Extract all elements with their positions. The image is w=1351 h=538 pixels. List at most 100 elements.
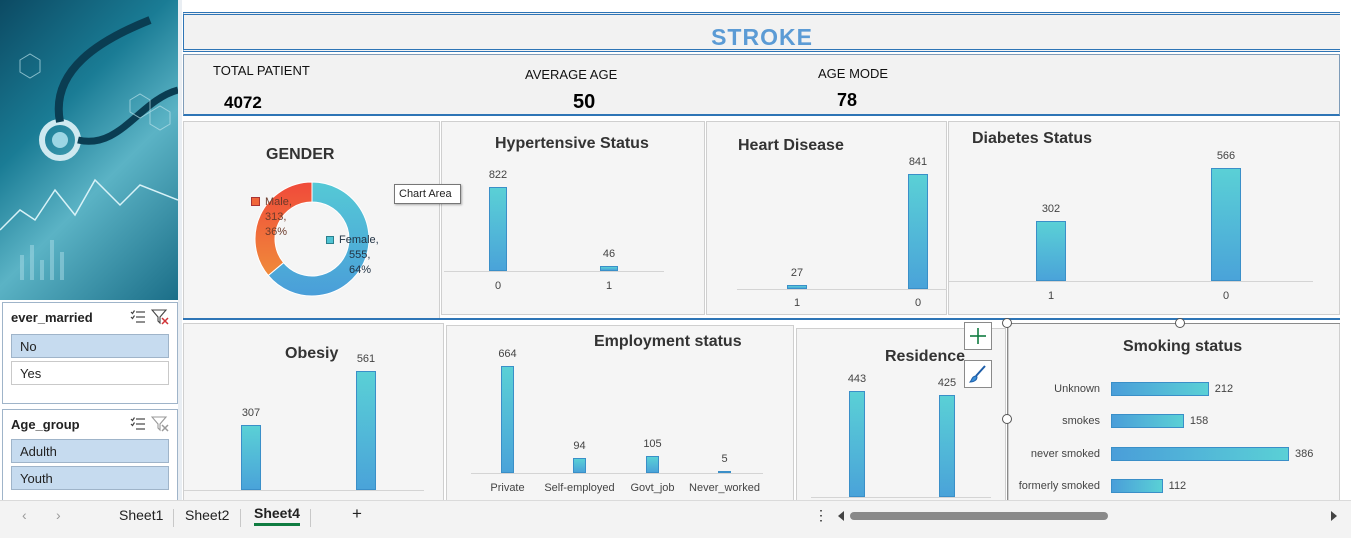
data-label: 386 <box>1295 448 1314 460</box>
category-label: 0 <box>1222 290 1230 302</box>
data-label: 46 <box>602 248 616 261</box>
chart-smoking-status[interactable]: Smoking status 212 Unknown 158 smokes 386 nev… <box>1008 323 1340 501</box>
data-label: 822 <box>488 169 508 181</box>
tab-separator <box>310 509 311 527</box>
slicer-header: Age_group <box>3 410 177 438</box>
prev-sheet-icon[interactable]: ‹ <box>22 507 27 523</box>
tab-sheet2[interactable]: Sheet2 <box>185 507 230 523</box>
chart-elements-button[interactable] <box>964 322 992 350</box>
bar[interactable] <box>1111 479 1163 493</box>
slicer-item-youth[interactable]: Youth <box>11 466 169 490</box>
data-label: 443 <box>847 373 867 385</box>
chart-title: Residence <box>885 348 966 365</box>
sheet-tab-bar: ‹ › Sheet1 Sheet2 Sheet4 + ⋮ <box>0 500 1351 532</box>
divider <box>178 0 182 500</box>
chart-hypertensive-status[interactable]: Hypertensive Status 822 0 46 1 <box>441 121 705 315</box>
kpi-label-age-mode: AGE MODE <box>818 66 889 81</box>
category-label: smokes <box>1062 415 1100 427</box>
category-label: Private <box>490 482 525 494</box>
clear-filter-icon[interactable] <box>149 307 171 327</box>
slicer-title: ever_married <box>11 309 93 325</box>
legend-swatch-female <box>326 236 334 244</box>
data-label: 5 <box>721 453 728 465</box>
kpi-value-average-age: 50 <box>573 91 596 113</box>
clear-filter-icon[interactable] <box>149 414 171 434</box>
slicer-item-yes[interactable]: Yes <box>11 361 169 385</box>
bar[interactable] <box>1111 447 1289 461</box>
slicer-item-no[interactable]: No <box>11 334 169 358</box>
x-axis-line <box>444 271 664 272</box>
bar[interactable] <box>356 371 376 490</box>
data-label: 302 <box>1041 202 1061 215</box>
multi-select-icon[interactable] <box>127 414 149 434</box>
resize-handle[interactable] <box>1002 318 1012 328</box>
chart-title: Hypertensive Status <box>495 135 649 152</box>
more-options-icon[interactable]: ⋮ <box>814 507 828 523</box>
scroll-right-icon[interactable] <box>1331 511 1337 521</box>
chart-employment-status[interactable]: Employment status 664 Private 94 Self-emplo… <box>446 325 794 501</box>
scroll-left-icon[interactable] <box>838 511 844 521</box>
kpi-label-average-age: AVERAGE AGE <box>525 67 618 82</box>
resize-handle[interactable] <box>1002 414 1012 424</box>
kpi-value-total: 4072 <box>224 93 262 112</box>
row-divider <box>183 318 1340 320</box>
slicer-age-group: Age_group Adulth Youth <box>2 409 178 501</box>
selection-border <box>1007 323 1008 501</box>
slicer-ever-married: ever_married No Yes <box>2 302 178 404</box>
legend-swatch-male <box>251 197 260 206</box>
bar[interactable] <box>1211 168 1241 281</box>
category-label: 0 <box>914 297 922 309</box>
bar[interactable] <box>1036 220 1066 281</box>
bar[interactable] <box>849 391 865 497</box>
bar[interactable] <box>241 424 261 490</box>
bar[interactable] <box>787 285 807 289</box>
bar[interactable] <box>573 457 586 473</box>
chart-residence[interactable]: Residence 443 425 <box>796 328 1006 501</box>
x-axis-line <box>949 281 1313 282</box>
horizontal-scrollbar-thumb[interactable] <box>850 512 1108 520</box>
bar[interactable] <box>718 471 731 473</box>
tab-sheet4[interactable]: Sheet4 <box>254 505 300 526</box>
female-data-label: Female, 555, 64% <box>339 234 379 276</box>
data-label: 561 <box>356 353 376 365</box>
x-axis-line <box>737 289 947 290</box>
kpi-value-age-mode: 78 <box>837 90 858 110</box>
chart-title: Smoking status <box>1123 338 1243 355</box>
chart-diabetes-status[interactable]: Diabetes Status 302 1 566 0 <box>948 121 1340 315</box>
category-label: Govt_job <box>630 482 675 494</box>
title-banner: STROKE <box>183 12 1340 52</box>
chart-styles-button[interactable] <box>964 360 992 388</box>
bar[interactable] <box>1111 382 1209 396</box>
bar[interactable] <box>939 395 955 497</box>
data-label: 112 <box>1168 480 1187 492</box>
tab-sheet1[interactable]: Sheet1 <box>119 507 164 523</box>
page-title: STROKE <box>711 24 813 50</box>
bar[interactable] <box>600 266 618 271</box>
slicer-item-adulth[interactable]: Adulth <box>11 439 169 463</box>
chart-heart-disease[interactable]: Heart Disease 27 1 841 0 <box>706 121 947 315</box>
kpi-panel: TOTAL PATIENT 4072 AVERAGE AGE 50 AGE MO… <box>183 54 1340 116</box>
chart-title: GENDER <box>266 146 335 163</box>
chart-gender[interactable]: GENDER Male, 313, 36% Female, 555, 64% <box>183 121 440 319</box>
bar[interactable] <box>908 174 928 289</box>
category-label: Self-employed <box>544 482 615 494</box>
x-axis-line <box>811 497 991 498</box>
bar[interactable] <box>501 366 514 473</box>
chart-area-tooltip: Chart Area <box>394 184 461 204</box>
chart-obesity[interactable]: Obesiy 307 561 <box>183 323 444 501</box>
resize-handle[interactable] <box>1175 318 1185 328</box>
chart-title: Heart Disease <box>738 137 844 154</box>
multi-select-icon[interactable] <box>127 307 149 327</box>
gender-donut <box>254 181 370 297</box>
add-sheet-button[interactable]: + <box>352 504 362 523</box>
bar[interactable] <box>1111 414 1184 428</box>
data-label: 212 <box>1214 383 1234 395</box>
data-label: 664 <box>498 348 517 360</box>
data-label: 105 <box>643 438 662 451</box>
male-data-label: Male, 313, 36% <box>265 196 292 238</box>
next-sheet-icon[interactable]: › <box>56 507 61 523</box>
bar[interactable] <box>646 456 659 473</box>
donut-slice-female <box>267 181 370 297</box>
tab-separator <box>173 509 174 527</box>
bar[interactable] <box>489 187 507 271</box>
